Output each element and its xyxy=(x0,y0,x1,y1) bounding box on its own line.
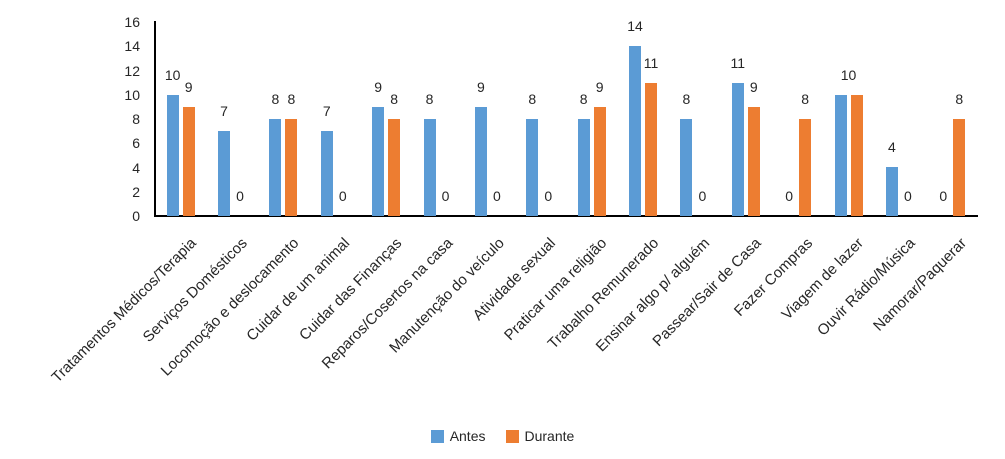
data-label: 8 xyxy=(287,91,296,107)
data-label: 0 xyxy=(338,188,347,204)
data-label: 8 xyxy=(528,91,537,107)
bar-antes xyxy=(526,119,538,216)
bar-antes xyxy=(629,46,641,216)
legend-item-durante: Durante xyxy=(505,427,575,445)
bar-antes xyxy=(835,95,847,216)
data-label: 0 xyxy=(939,188,948,204)
data-label: 0 xyxy=(441,188,450,204)
data-label: 0 xyxy=(493,188,501,204)
bar-durante xyxy=(183,107,195,216)
y-axis-tick-label: 16 xyxy=(124,14,140,30)
data-label: 0 xyxy=(904,188,912,204)
bar-durante xyxy=(953,119,965,216)
legend: Antes Durante xyxy=(0,427,1005,445)
data-label: 10 xyxy=(164,67,181,83)
data-label: 14 xyxy=(627,18,643,34)
bar-antes xyxy=(269,119,281,216)
bar-durante xyxy=(799,119,811,216)
data-label: 10 xyxy=(840,67,857,83)
data-label: 7 xyxy=(322,103,331,119)
bar-durante xyxy=(645,83,657,216)
bar-antes xyxy=(218,131,230,216)
bar-durante xyxy=(285,119,297,216)
bar-durante xyxy=(594,107,606,216)
y-axis-line xyxy=(154,21,156,217)
data-label: 8 xyxy=(955,91,964,107)
y-axis-tick-label: 6 xyxy=(132,135,140,152)
data-label: 8 xyxy=(271,91,280,107)
data-label: 0 xyxy=(698,188,707,204)
data-label: 9 xyxy=(374,79,383,95)
legend-swatch-icon xyxy=(505,429,519,443)
bar-antes xyxy=(167,95,179,216)
data-label: 0 xyxy=(236,188,244,204)
legend-swatch-icon xyxy=(430,429,444,443)
data-label: 4 xyxy=(888,139,896,155)
bar-antes xyxy=(886,167,898,216)
bar-durante xyxy=(748,107,760,216)
y-axis-tick-label: 10 xyxy=(124,86,140,103)
y-axis-tick-label: 8 xyxy=(132,111,140,127)
data-label: 8 xyxy=(425,91,434,107)
data-label: 8 xyxy=(801,91,810,107)
x-axis-category-label: Namorar/Paquerar xyxy=(870,234,971,335)
data-label: 0 xyxy=(785,188,794,204)
data-label: 11 xyxy=(643,55,659,71)
data-label: 0 xyxy=(544,188,553,204)
bar-antes xyxy=(321,131,333,216)
legend-label: Durante xyxy=(524,428,575,444)
data-label: 7 xyxy=(220,103,228,119)
bar-antes xyxy=(372,107,384,216)
data-label: 8 xyxy=(390,91,399,107)
bar-antes xyxy=(475,107,487,216)
y-axis-tick-label: 4 xyxy=(132,159,140,176)
x-axis-line xyxy=(154,215,978,217)
bar-antes xyxy=(680,119,692,216)
data-label: 11 xyxy=(730,55,746,71)
data-label: 9 xyxy=(749,79,758,95)
legend-label: Antes xyxy=(449,428,486,444)
bar-antes xyxy=(732,83,744,216)
bar-antes xyxy=(578,119,590,216)
bar-durante xyxy=(851,95,863,216)
y-axis-tick-label: 12 xyxy=(124,62,140,79)
legend-item-antes: Antes xyxy=(430,427,486,445)
bar-antes xyxy=(424,119,436,216)
data-label: 9 xyxy=(595,79,604,95)
data-label: 8 xyxy=(682,91,691,107)
y-axis-tick-label: 0 xyxy=(132,208,140,224)
bar-durante xyxy=(388,119,400,216)
data-label: 9 xyxy=(184,79,193,95)
data-label: 9 xyxy=(477,79,485,95)
y-axis-tick-label: 14 xyxy=(124,38,140,55)
data-label: 8 xyxy=(579,91,588,107)
y-axis-tick-label: 2 xyxy=(132,183,140,200)
